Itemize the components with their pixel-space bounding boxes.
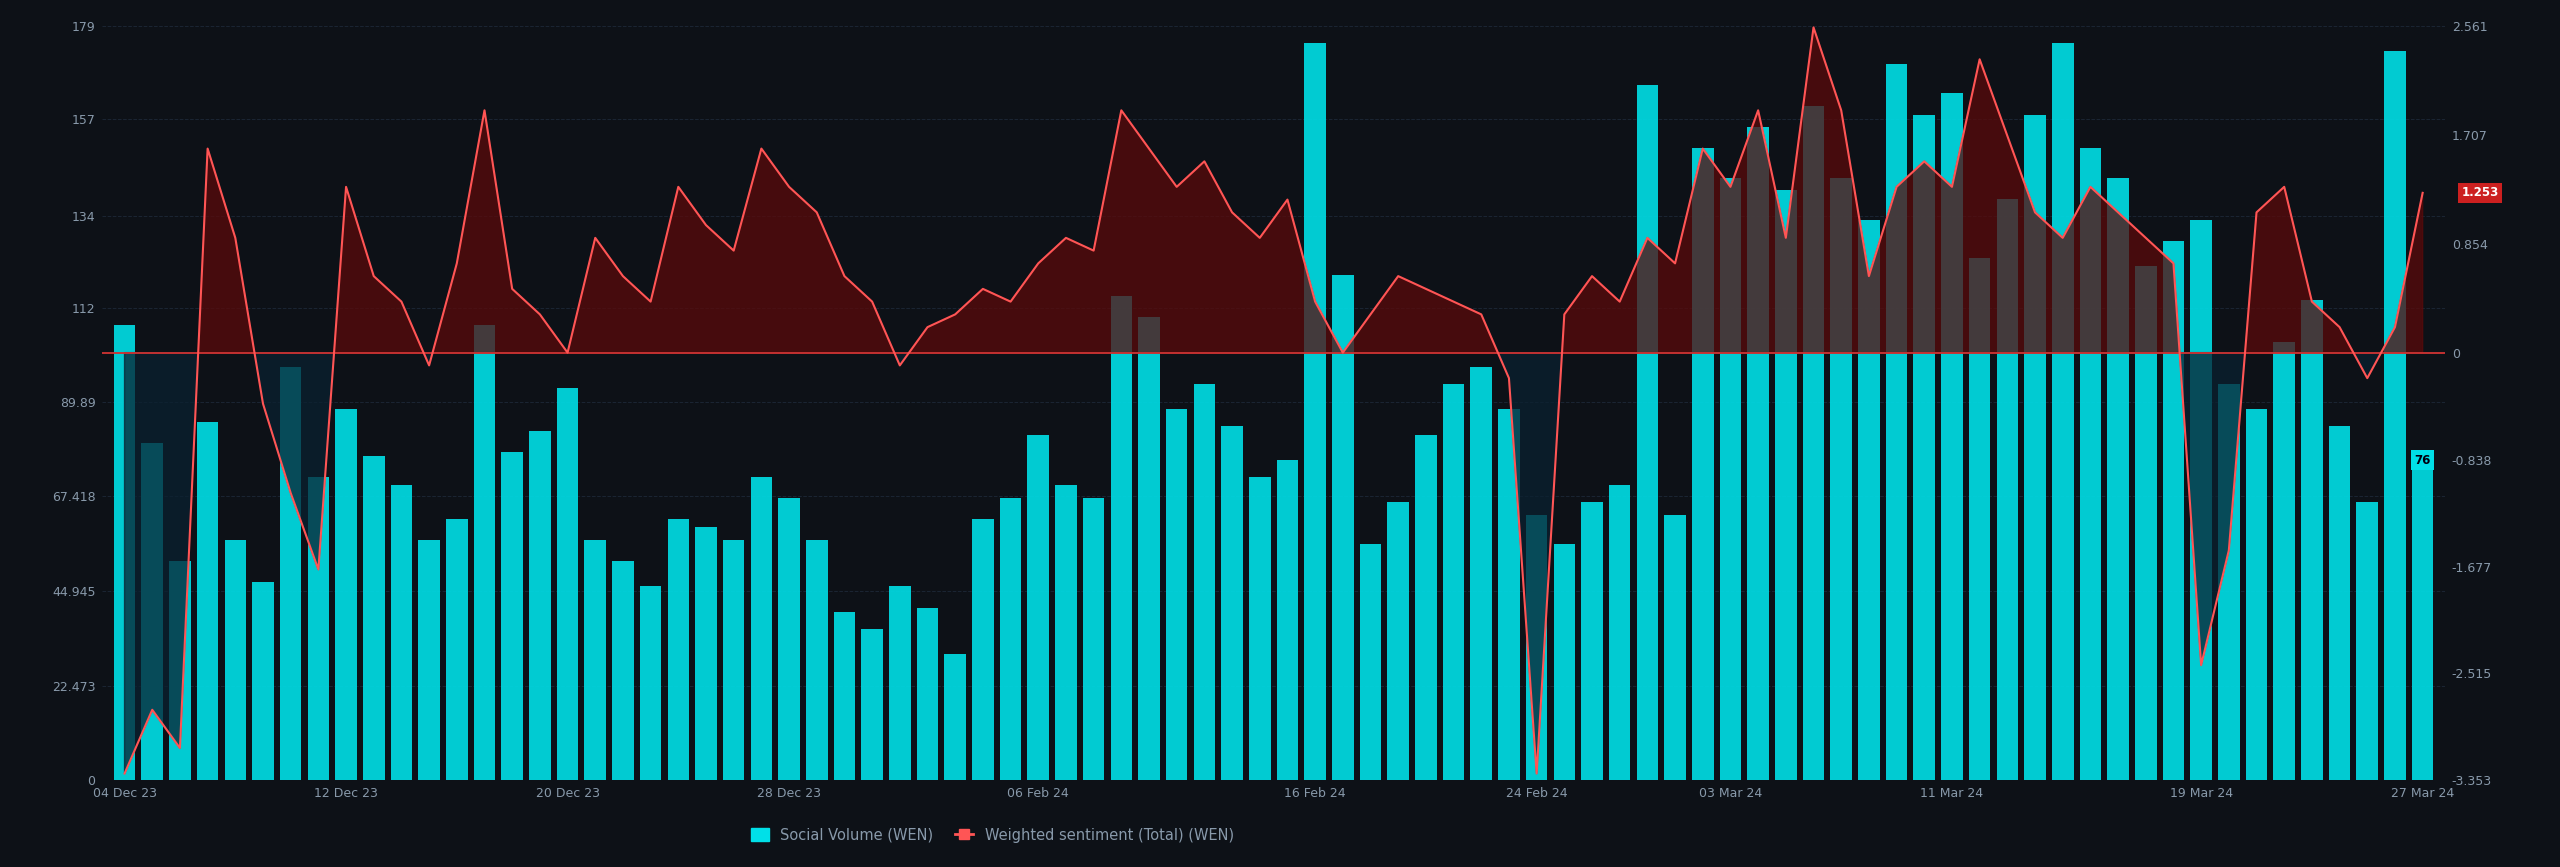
Bar <box>2355 502 2378 780</box>
Bar <box>1748 127 1769 780</box>
Bar <box>1887 64 1907 780</box>
Bar <box>2025 114 2045 780</box>
Bar <box>1912 114 1935 780</box>
Bar <box>860 629 883 780</box>
Bar <box>1277 460 1298 780</box>
Bar <box>722 540 745 780</box>
Bar <box>1055 486 1078 780</box>
Bar <box>530 431 550 780</box>
Bar <box>2217 384 2240 780</box>
Bar <box>335 409 356 780</box>
Bar <box>2301 300 2322 780</box>
Bar <box>1444 384 1464 780</box>
Bar <box>2245 409 2268 780</box>
Legend: Social Volume (WEN), Weighted sentiment (Total) (WEN): Social Volume (WEN), Weighted sentiment … <box>745 822 1239 849</box>
Bar <box>1997 199 2017 780</box>
Bar <box>2135 266 2156 780</box>
Bar <box>1859 220 1879 780</box>
Bar <box>2079 148 2102 780</box>
Bar <box>1388 502 1408 780</box>
Bar <box>2107 178 2130 780</box>
Bar <box>1498 409 1521 780</box>
Bar <box>973 519 993 780</box>
Bar <box>197 422 218 780</box>
Bar <box>1416 434 1436 780</box>
Bar <box>556 388 579 780</box>
Bar <box>2383 51 2406 780</box>
Bar <box>1554 544 1574 780</box>
Bar <box>279 368 302 780</box>
Bar <box>1774 191 1797 780</box>
Bar <box>612 561 635 780</box>
Bar <box>307 477 330 780</box>
Text: 76: 76 <box>2414 453 2432 466</box>
Bar <box>778 498 799 780</box>
Bar <box>2330 427 2350 780</box>
Bar <box>2412 460 2435 780</box>
Bar <box>1165 409 1188 780</box>
Bar <box>1001 498 1021 780</box>
Bar <box>1359 544 1382 780</box>
Bar <box>1720 178 1741 780</box>
Bar <box>1830 178 1851 780</box>
Bar <box>1664 515 1687 780</box>
Bar <box>225 540 246 780</box>
Bar <box>1221 427 1242 780</box>
Text: 1.253: 1.253 <box>2460 186 2499 199</box>
Bar <box>2163 241 2184 780</box>
Bar <box>1306 42 1326 780</box>
Bar <box>1582 502 1603 780</box>
Bar <box>1193 384 1216 780</box>
Bar <box>1111 296 1132 780</box>
Bar <box>1940 94 1964 780</box>
Bar <box>2191 220 2212 780</box>
Bar <box>1692 148 1713 780</box>
Bar <box>392 486 412 780</box>
Bar <box>1331 275 1354 780</box>
Bar <box>640 586 660 780</box>
Bar <box>141 443 164 780</box>
Bar <box>1526 515 1546 780</box>
Bar <box>1802 106 1825 780</box>
Bar <box>835 612 855 780</box>
Bar <box>502 452 522 780</box>
Bar <box>113 325 136 780</box>
Bar <box>888 586 911 780</box>
Bar <box>945 654 965 780</box>
Bar <box>169 561 192 780</box>
Bar <box>1139 316 1160 780</box>
Bar <box>417 540 440 780</box>
Bar <box>1027 434 1050 780</box>
Bar <box>696 527 717 780</box>
Bar <box>806 540 827 780</box>
Bar <box>584 540 607 780</box>
Bar <box>668 519 689 780</box>
Bar <box>364 456 384 780</box>
Bar <box>1608 486 1631 780</box>
Bar <box>1969 257 1992 780</box>
Bar <box>1469 368 1492 780</box>
Bar <box>1083 498 1103 780</box>
Bar <box>474 325 494 780</box>
Bar <box>916 608 940 780</box>
Bar <box>253 583 274 780</box>
Bar <box>2053 42 2074 780</box>
Bar <box>1636 85 1659 780</box>
Bar <box>1249 477 1270 780</box>
Bar <box>750 477 773 780</box>
Bar <box>2273 342 2294 780</box>
Bar <box>445 519 468 780</box>
